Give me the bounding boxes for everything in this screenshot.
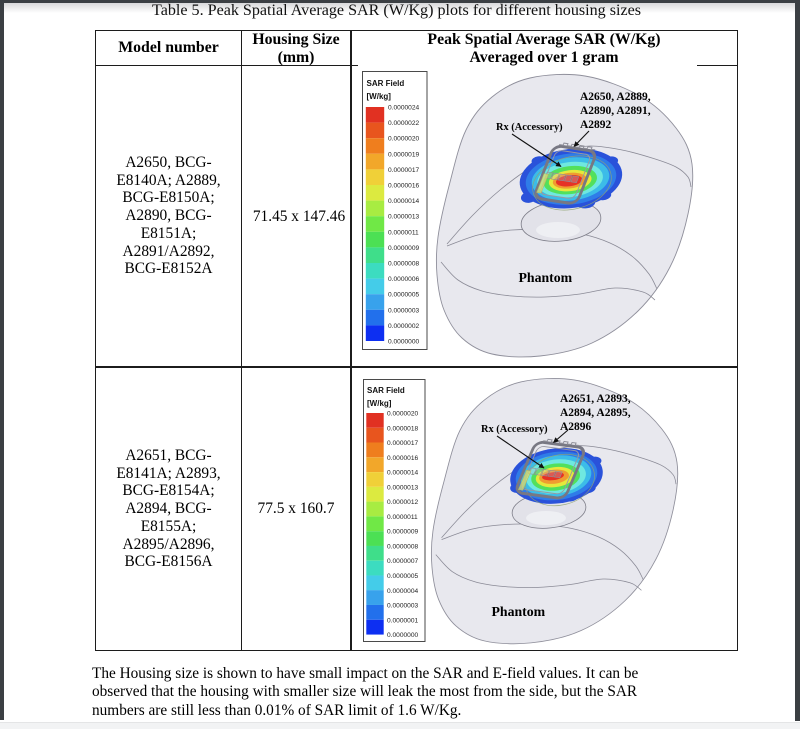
svg-text:0.0000016: 0.0000016: [388, 183, 420, 190]
svg-text:0.0000003: 0.0000003: [388, 307, 420, 314]
svg-text:0.0000018: 0.0000018: [387, 425, 419, 432]
svg-text:0.0000007: 0.0000007: [387, 558, 419, 565]
svg-text:0.0000001: 0.0000001: [387, 617, 419, 624]
svg-text:0.0000002: 0.0000002: [388, 323, 420, 330]
svg-text:A2650, A2889,: A2650, A2889,: [580, 91, 651, 103]
svg-text:0.0000004: 0.0000004: [387, 588, 419, 595]
svg-text:A2892: A2892: [580, 119, 612, 131]
svg-text:Phantom: Phantom: [492, 604, 546, 619]
svg-text:0.0000017: 0.0000017: [388, 167, 420, 174]
svg-text:0.0000008: 0.0000008: [388, 261, 420, 268]
svg-text:0.0000014: 0.0000014: [388, 198, 420, 205]
svg-text:0.0000009: 0.0000009: [388, 245, 420, 252]
svg-text:0.0000005: 0.0000005: [388, 292, 420, 299]
svg-text:[W/kg]: [W/kg]: [367, 399, 392, 408]
svg-text:Rx (Accessory): Rx (Accessory): [481, 424, 548, 435]
svg-text:0.0000005: 0.0000005: [387, 573, 419, 580]
svg-text:0.0000024: 0.0000024: [388, 105, 420, 112]
svg-text:0.0000013: 0.0000013: [388, 214, 420, 221]
svg-text:0.0000011: 0.0000011: [387, 514, 418, 521]
svg-text:0.0000011: 0.0000011: [388, 229, 419, 236]
svg-text:0.0000020: 0.0000020: [388, 136, 420, 143]
svg-text:Rx (Accessory): Rx (Accessory): [496, 122, 563, 133]
svg-text:0.0000017: 0.0000017: [387, 440, 419, 447]
svg-text:0.0000006: 0.0000006: [388, 276, 420, 283]
svg-text:Phantom: Phantom: [519, 270, 573, 285]
svg-text:0.0000019: 0.0000019: [388, 151, 420, 158]
svg-text:0.0000020: 0.0000020: [387, 411, 419, 418]
svg-text:0.0000009: 0.0000009: [387, 529, 419, 536]
svg-text:0.0000016: 0.0000016: [387, 455, 419, 462]
svg-text:A2651, A2893,: A2651, A2893,: [560, 393, 631, 405]
svg-text:A2896: A2896: [560, 421, 592, 433]
svg-text:SAR Field: SAR Field: [367, 79, 405, 88]
svg-text:0.0000022: 0.0000022: [388, 120, 420, 127]
svg-text:0.0000012: 0.0000012: [387, 499, 419, 506]
svg-text:0.0000014: 0.0000014: [387, 470, 419, 477]
svg-text:0.0000013: 0.0000013: [387, 484, 419, 491]
svg-text:[W/kg]: [W/kg]: [367, 92, 392, 101]
svg-text:0.0000003: 0.0000003: [387, 603, 419, 610]
svg-text:A2894, A2895,: A2894, A2895,: [560, 407, 631, 419]
svg-text:0.0000008: 0.0000008: [387, 544, 419, 551]
svg-text:0.0000000: 0.0000000: [387, 632, 419, 639]
svg-text:A2890, A2891,: A2890, A2891,: [580, 105, 651, 117]
svg-text:0.0000000: 0.0000000: [388, 339, 420, 346]
svg-text:SAR Field: SAR Field: [367, 386, 405, 395]
